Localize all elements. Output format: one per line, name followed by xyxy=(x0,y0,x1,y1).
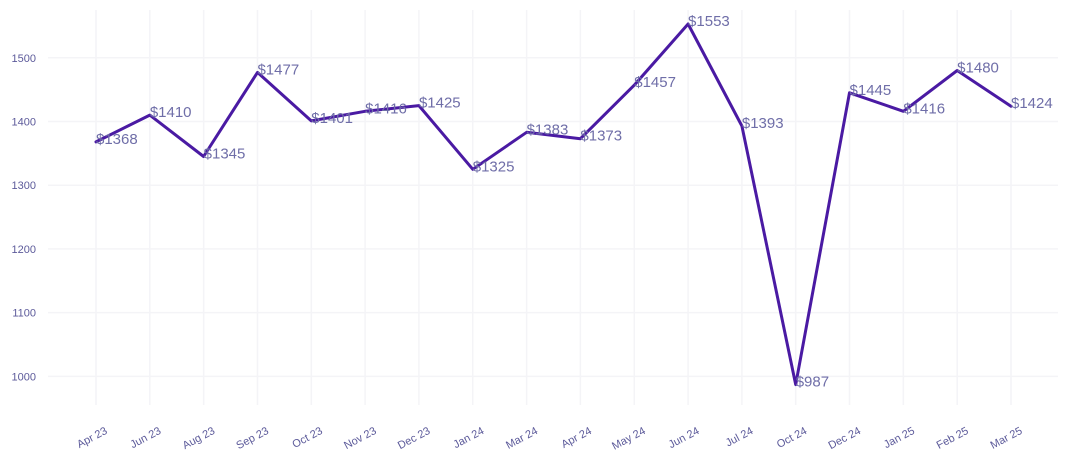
x-tick-label: Jun 23 xyxy=(128,425,163,451)
y-tick-label: 1300 xyxy=(12,180,36,192)
x-tick-label: Apr 24 xyxy=(560,425,594,451)
x-tick-label: Mar 25 xyxy=(989,425,1025,452)
y-tick-label: 1000 xyxy=(12,371,36,383)
data-label: $1373 xyxy=(580,128,622,145)
data-label: $1424 xyxy=(1011,95,1053,112)
data-label: $1477 xyxy=(257,61,299,78)
x-tick-label: Jan 25 xyxy=(882,425,917,451)
x-tick-label: Aug 23 xyxy=(181,425,217,452)
data-label: $987 xyxy=(796,374,829,391)
data-label: $1425 xyxy=(419,95,461,112)
data-label: $1553 xyxy=(688,13,730,30)
data-label: $1480 xyxy=(957,60,999,77)
x-tick-label: Dec 24 xyxy=(827,425,863,452)
y-tick-label: 1200 xyxy=(12,244,36,256)
x-tick-label: Feb 25 xyxy=(935,425,971,452)
data-label: $1383 xyxy=(527,121,569,138)
price-series-line xyxy=(94,22,1013,387)
data-label: $1401 xyxy=(311,110,353,127)
grid xyxy=(48,10,1058,405)
data-labels: $1368 $1410 $1345 $1477 $1401 $1416 $1425 $1325… xyxy=(96,13,1053,391)
data-label: $1410 xyxy=(150,104,192,121)
data-label: $1416 xyxy=(903,100,945,117)
x-axis: Apr 23 Jun 23 Aug 23 Sep 23 Oct 23 Nov 23 Dec … xyxy=(75,425,1024,453)
x-tick-label: Mar 24 xyxy=(504,425,540,452)
x-tick-label: Jun 24 xyxy=(667,425,702,451)
data-label: $1325 xyxy=(473,158,515,175)
data-label: $1416 xyxy=(365,100,407,117)
x-tick-label: Nov 23 xyxy=(342,425,378,452)
data-label: $1457 xyxy=(634,74,676,91)
x-tick-label: Jan 24 xyxy=(451,425,486,451)
x-tick-label: Oct 24 xyxy=(775,425,809,451)
y-tick-label: 1400 xyxy=(12,116,36,128)
x-tick-label: Sep 23 xyxy=(234,425,270,452)
data-label: $1393 xyxy=(742,115,784,132)
x-tick-label: Oct 23 xyxy=(290,425,324,451)
y-tick-label: 1500 xyxy=(12,53,36,65)
data-label: $1445 xyxy=(850,82,892,99)
data-label: $1345 xyxy=(204,146,246,163)
x-tick-label: May 24 xyxy=(610,425,647,453)
x-tick-label: Jul 24 xyxy=(724,425,756,449)
data-label: $1368 xyxy=(96,131,138,148)
y-axis: 1000 1100 1200 1300 1400 1500 xyxy=(12,53,36,384)
y-tick-label: 1100 xyxy=(12,308,36,320)
x-tick-label: Dec 23 xyxy=(396,425,432,452)
x-tick-label: Apr 23 xyxy=(75,425,109,451)
